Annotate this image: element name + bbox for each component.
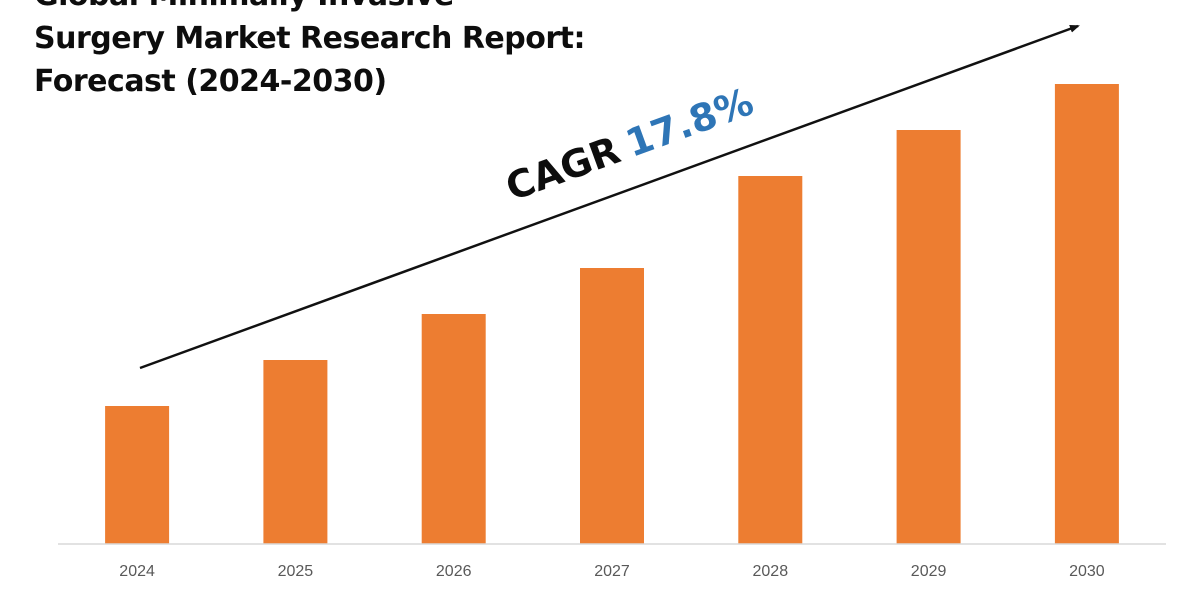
- bar-2030: [1054, 84, 1119, 544]
- x-tick-label-2027: 2027: [594, 563, 630, 580]
- x-tick-label-2024: 2024: [119, 563, 155, 580]
- chart-title-line-1: Global Minimally Invasive: [34, 0, 585, 17]
- cagr-trend-arrow: [139, 24, 1080, 370]
- bar-2029: [896, 130, 961, 544]
- chart-title-line-2: Surgery Market Research Report:: [34, 21, 585, 56]
- bar-2026: [421, 314, 486, 544]
- x-tick-label-2025: 2025: [278, 563, 314, 580]
- bar-2027: [580, 268, 644, 544]
- bar-2025: [263, 360, 328, 544]
- cagr-value: 17.8%: [620, 79, 759, 165]
- bar-2028: [738, 176, 803, 544]
- x-tick-label-2028: 2028: [753, 563, 789, 580]
- x-axis-tick-labels: 2024 2025 2026 2027 2028 2029 2030: [119, 563, 1104, 580]
- x-tick-label-2030: 2030: [1069, 563, 1105, 580]
- x-tick-label-2026: 2026: [436, 563, 472, 580]
- chart-title-line-3: Forecast (2024-2030): [34, 64, 387, 99]
- chart-title: Global Minimally Invasive Surgery Market…: [34, 0, 585, 103]
- bar-2024: [105, 406, 170, 544]
- bars: [105, 84, 1119, 544]
- x-tick-label-2029: 2029: [911, 563, 947, 580]
